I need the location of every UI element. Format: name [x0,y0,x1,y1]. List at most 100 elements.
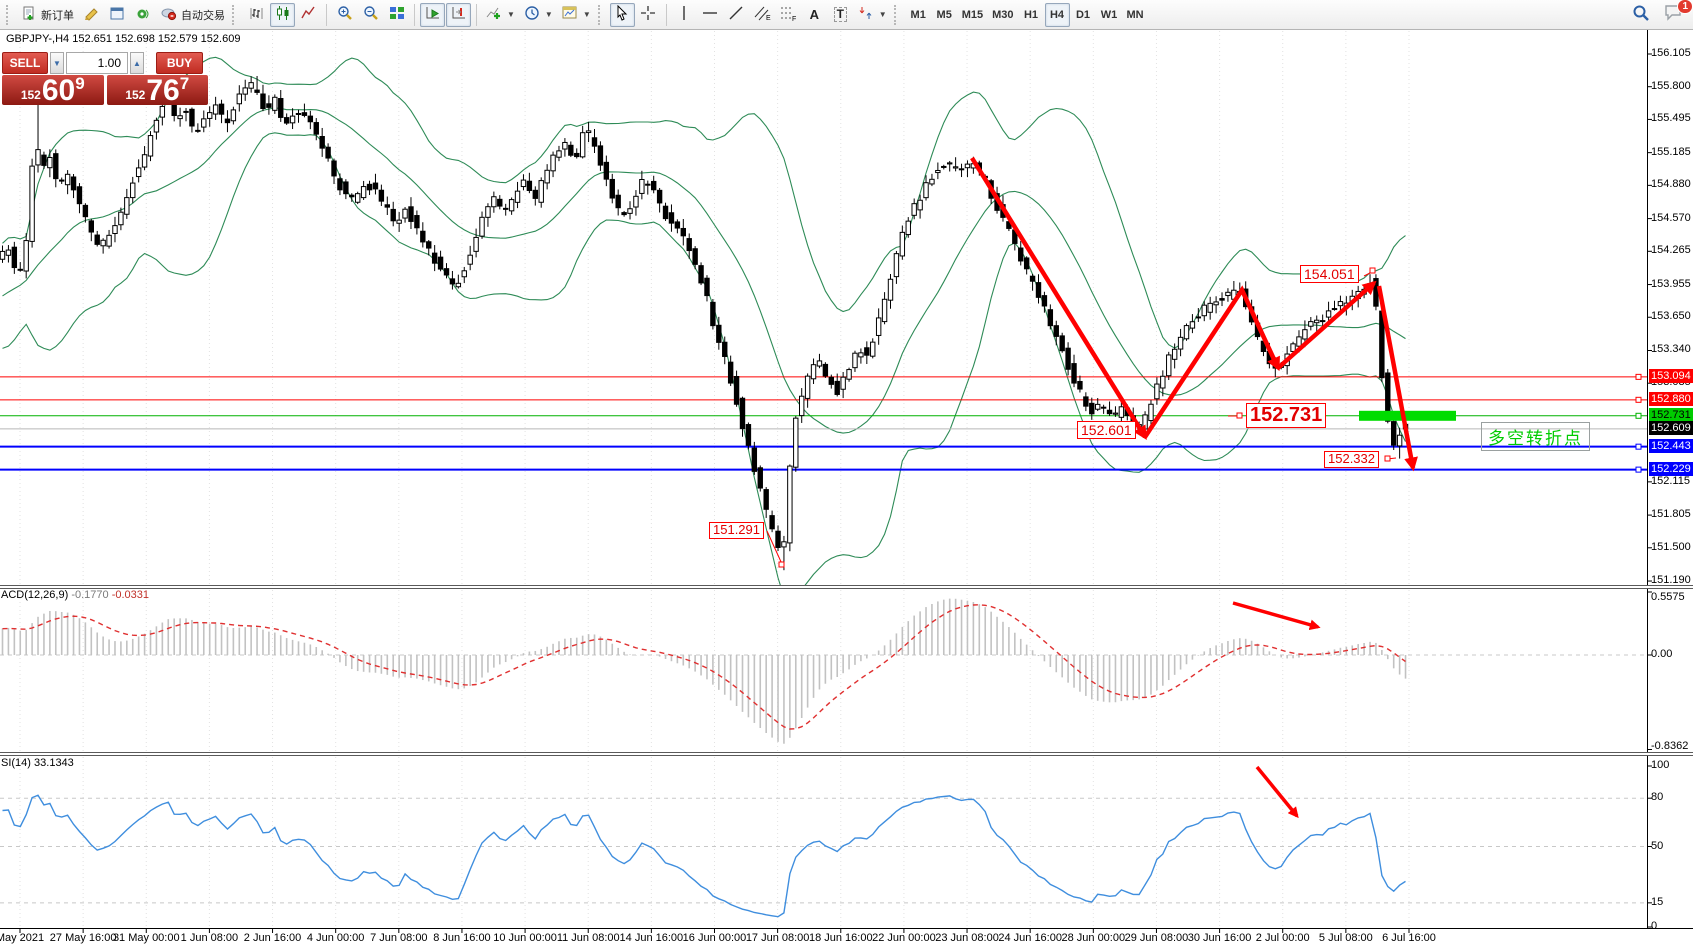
timeframe-button-h4[interactable]: H4 [1044,2,1070,27]
date-axis-label: 14 Jun 16:00 [619,932,684,944]
date-axis-label: 1 Jun 08:00 [180,932,239,944]
date-axis-label: 22 Jun 00:00 [872,932,936,944]
auto-scroll-button[interactable] [420,2,445,27]
autotrading-icon [161,6,177,24]
autotrading-label: 自动交易 [181,9,225,22]
bar-chart-icon [249,5,265,24]
text-label-tool-button[interactable]: T [828,3,853,27]
panel-separator[interactable] [0,752,1693,756]
horizontal-line-tool-button[interactable] [698,3,723,27]
chart-shift-button[interactable] [446,2,471,27]
crosshair-icon [640,5,656,24]
toolbar-separator [665,3,667,26]
timeframe-button-w1[interactable]: W1 [1100,8,1118,21]
price-axis-tick: 151.190 [1651,574,1691,587]
timeframe-button-m15[interactable]: M15 [961,8,984,21]
timeframe-button-mn[interactable]: MN [1126,8,1144,21]
price-axis-tick: 153.955 [1651,277,1691,290]
date-axis-label: 23 Jun 08:00 [935,932,999,944]
date-axis-label: 8 Jun 16:00 [433,932,491,944]
clock-icon [524,5,540,24]
candlestick-chart-button[interactable] [270,2,295,27]
macd-name: ACD(12,26,9) [1,589,69,601]
timeframe-button-m30[interactable]: M30 [992,8,1014,21]
periods-button[interactable]: ▼ [520,3,557,27]
toolbar-grip[interactable] [232,4,239,25]
price-axis-tick: 151.500 [1651,540,1691,553]
chart-note-annotation: 多空转折点 [1481,422,1590,451]
highlighter-tool-button[interactable] [79,3,104,27]
buy-price-major: 152 [125,88,146,102]
fibonacci-tool-button[interactable]: F [776,3,801,27]
timeframe-button-m5[interactable]: M5 [936,8,952,21]
date-axis-label: 7 Jun 08:00 [370,932,428,944]
buy-price-point: 7 [179,74,190,93]
svg-text:E: E [766,15,771,21]
new-order-button[interactable]: 新订单 [18,3,78,27]
toolbar-grip[interactable] [597,4,605,25]
vertical-line-icon [679,5,689,24]
price-axis-tick: 154.265 [1651,244,1691,257]
sell-price-point: 9 [75,74,85,93]
trendline-icon [728,5,744,24]
rsi-axis-tick: 50 [1651,839,1664,852]
search-button[interactable] [1628,2,1654,26]
macd-label: ACD(12,26,9) -0.1770 -0.0331 [1,589,149,601]
date-axis-label: 2 Jul 00:00 [1255,932,1310,944]
zoom-in-button[interactable] [332,3,357,27]
line-chart-button[interactable] [296,3,321,27]
date-axis-label: 31 May 00:00 [112,932,180,944]
crosshair-tool-button[interactable] [636,3,661,27]
volume-increase-button[interactable]: ▲ [130,52,144,74]
rsi-axis-tick: 100 [1651,759,1670,771]
price-level-axis-label: 153.094 [1649,368,1693,383]
sound-button[interactable] [131,3,156,27]
crayon-icon [84,6,99,24]
templates-button[interactable]: ▼ [558,3,595,27]
volume-decrease-button[interactable]: ▼ [50,52,64,74]
timeframe-group: M1 M5 M15 M30 H1 H4 D1 W1 MN [906,2,1148,27]
price-level-axis-label: 152.443 [1649,438,1693,453]
date-axis-label: 24 Jun 16:00 [998,932,1062,944]
dropdown-arrow-icon: ▼ [507,10,515,19]
notifications-button[interactable]: 1 [1660,0,1693,26]
chart-price-annotation: 154.051 [1300,265,1359,284]
channel-tool-button[interactable]: E [750,3,775,27]
cursor-tool-button[interactable] [609,2,635,27]
price-axis-tick: 151.805 [1651,508,1691,521]
timeframe-button-h1[interactable]: H1 [1023,8,1039,21]
sell-button[interactable]: SELL [2,52,48,74]
indicators-button[interactable]: ▼ [482,3,519,27]
text-tool-button[interactable]: A [802,3,827,27]
date-axis-label: 16 Jun 00:00 [682,932,747,944]
zoom-out-button[interactable] [358,3,383,27]
bar-chart-button[interactable] [244,3,269,27]
template-icon [562,5,578,24]
market-watch-button[interactable] [105,3,130,27]
window-icon [110,6,125,24]
arrows-tool-button[interactable]: ▼ [854,3,891,27]
sell-price-quote[interactable]: 152 60 9 [2,74,104,107]
panel-separator[interactable] [0,585,1693,589]
autotrading-button[interactable]: 自动交易 [157,3,229,27]
sell-price-pips: 60 [41,74,76,107]
price-level-axis-label: 152.731 [1649,407,1693,422]
timeframe-button-m1[interactable]: M1 [910,8,926,21]
price-axis-tick: 154.880 [1651,178,1691,191]
toolbar-grip[interactable] [893,4,901,25]
dropdown-arrow-icon: ▼ [544,10,553,19]
volume-input[interactable] [66,52,128,74]
date-axis-label: 29 Jun 08:00 [1124,932,1189,944]
macd-main-value: -0.1770 [71,589,109,601]
tile-windows-button[interactable] [384,3,409,27]
buy-price-quote[interactable]: 152 76 7 [106,74,208,106]
toolbar-separator [326,3,327,26]
buy-button[interactable]: BUY [156,52,203,74]
timeframe-button-d1[interactable]: D1 [1075,8,1091,21]
trendline-tool-button[interactable] [724,3,749,27]
toolbar-grip[interactable] [6,4,13,25]
vertical-line-tool-button[interactable] [672,3,697,27]
candlestick-chart-icon [275,5,291,24]
chart-price-annotation: 151.291 [709,522,764,539]
